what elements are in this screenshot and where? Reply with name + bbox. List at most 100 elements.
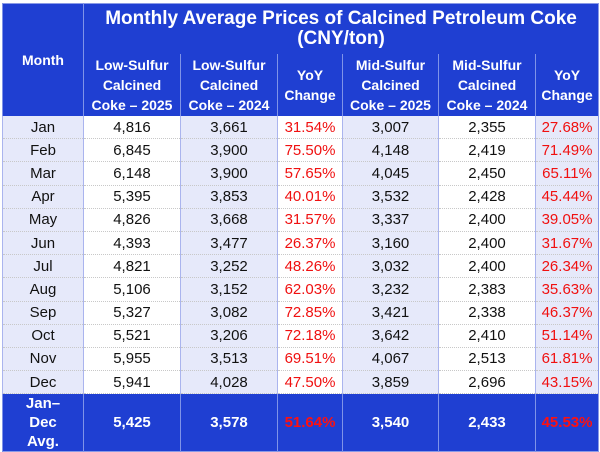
cell-ms-2024: 2,428 [438,185,536,209]
cell-ls-2025: 6,148 [83,161,181,186]
cell-month: Jul [2,254,84,279]
cell-ls-yoy: 57.65% [277,161,343,186]
cell-ls-yoy: 72.85% [277,301,343,325]
cell-ms-2024: 2,383 [438,277,536,302]
cell-month: Feb [2,138,84,163]
avg-ms-yoy: 45.53% [534,393,599,452]
cell-ms-2025: 4,148 [342,138,439,163]
header-ms-2025: Mid-Sulfur Calcined Coke – 2025 [342,54,439,116]
cell-ms-yoy: 71.49% [534,138,599,163]
cell-ms-2024: 2,410 [438,324,536,348]
cell-ls-2024: 3,206 [180,324,278,348]
cell-ms-2025: 3,532 [342,185,439,209]
cell-ls-2025: 6,845 [83,138,181,163]
table-row: Aug 5,106 3,152 62.03% 3,232 2,383 35.63% [2,277,599,302]
cell-ms-yoy: 51.14% [534,324,599,348]
cell-ms-2025: 4,067 [342,347,439,372]
cell-month: Oct [2,324,84,348]
cell-ms-yoy: 35.63% [534,277,599,302]
cell-ms-2024: 2,400 [438,208,536,232]
cell-month: Jun [2,231,84,256]
cell-ms-2025: 4,045 [342,161,439,186]
cell-ms-2024: 2,450 [438,161,536,186]
cell-month: Aug [2,277,84,302]
cell-ms-2024: 2,400 [438,254,536,279]
cell-ls-2025: 5,395 [83,185,181,209]
table-row: Dec 5,941 4,028 47.50% 3,859 2,696 43.15% [2,370,599,395]
cell-ms-2025: 3,642 [342,324,439,348]
avg-ls-2025: 5,425 [83,393,181,452]
cell-ms-2025: 3,859 [342,370,439,395]
avg-ls-2024: 3,578 [180,393,278,452]
cell-ms-2024: 2,419 [438,138,536,163]
cell-ms-2025: 3,032 [342,254,439,279]
table-row: Oct 5,521 3,206 72.18% 3,642 2,410 51.14% [2,324,599,348]
cell-ls-2025: 4,816 [83,116,181,140]
cell-ms-yoy: 65.11% [534,161,599,186]
price-table: Month Monthly Average Prices of Calcined… [2,3,600,452]
cell-ls-2024: 3,900 [180,161,278,186]
cell-ls-yoy: 48.26% [277,254,343,279]
cell-ls-2024: 3,513 [180,347,278,372]
cell-ls-2025: 4,393 [83,231,181,256]
table-row: Mar 6,148 3,900 57.65% 4,045 2,450 65.11% [2,161,599,186]
cell-ls-2024: 3,477 [180,231,278,256]
cell-ls-yoy: 47.50% [277,370,343,395]
cell-ls-2024: 3,252 [180,254,278,279]
table-row: Apr 5,395 3,853 40.01% 3,532 2,428 45.44% [2,185,599,209]
cell-ms-yoy: 46.37% [534,301,599,325]
cell-month: Apr [2,185,84,209]
cell-ls-2025: 5,955 [83,347,181,372]
cell-ls-2024: 3,900 [180,138,278,163]
table-row: Jun 4,393 3,477 26.37% 3,160 2,400 31.67% [2,231,599,256]
cell-ls-2024: 3,152 [180,277,278,302]
cell-ls-2025: 5,521 [83,324,181,348]
cell-ls-2024: 3,661 [180,116,278,140]
cell-ms-2024: 2,400 [438,231,536,256]
table-row: Jul 4,821 3,252 48.26% 3,032 2,400 26.34% [2,254,599,279]
header-ls-2025: Low-Sulfur Calcined Coke – 2025 [83,54,181,116]
avg-ms-2025: 3,540 [342,393,439,452]
cell-month: Mar [2,161,84,186]
cell-ls-2024: 3,668 [180,208,278,232]
header-ms-yoy: YoY Change [534,54,599,116]
cell-ls-yoy: 31.54% [277,116,343,140]
cell-ms-2024: 2,338 [438,301,536,325]
cell-ls-2024: 3,853 [180,185,278,209]
table-row: Jan 4,816 3,661 31.54% 3,007 2,355 27.68% [2,116,599,140]
cell-ms-2024: 2,355 [438,116,536,140]
cell-ms-2025: 3,232 [342,277,439,302]
cell-ls-yoy: 26.37% [277,231,343,256]
cell-ls-yoy: 40.01% [277,185,343,209]
avg-ms-2024: 2,433 [438,393,536,452]
cell-ls-2025: 4,821 [83,254,181,279]
table-row: May 4,826 3,668 31.57% 3,337 2,400 39.05% [2,208,599,232]
cell-ms-yoy: 39.05% [534,208,599,232]
cell-ms-yoy: 61.81% [534,347,599,372]
average-row: Jan–Dec Avg. 5,425 3,578 51.64% 3,540 2,433 45… [2,393,599,452]
cell-ls-yoy: 62.03% [277,277,343,302]
avg-ls-yoy: 51.64% [277,393,343,452]
cell-ms-2025: 3,421 [342,301,439,325]
cell-month: May [2,208,84,232]
cell-ms-yoy: 31.67% [534,231,599,256]
table-row: Sep 5,327 3,082 72.85% 3,421 2,338 46.37% [2,301,599,325]
header-ms-2024: Mid-Sulfur Calcined Coke – 2024 [438,54,536,116]
cell-ls-2024: 4,028 [180,370,278,395]
cell-month: Sep [2,301,84,325]
avg-month: Jan–Dec Avg. [2,393,84,452]
cell-ls-2025: 5,106 [83,277,181,302]
cell-ms-yoy: 43.15% [534,370,599,395]
cell-ls-2024: 3,082 [180,301,278,325]
cell-ms-yoy: 27.68% [534,116,599,140]
cell-month: Jan [2,116,84,140]
header-ls-2024: Low-Sulfur Calcined Coke – 2024 [180,54,278,116]
cell-ls-2025: 4,826 [83,208,181,232]
cell-ls-yoy: 69.51% [277,347,343,372]
table-row: Feb 6,845 3,900 75.50% 4,148 2,419 71.49% [2,138,599,163]
table-row: Nov 5,955 3,513 69.51% 4,067 2,513 61.81% [2,347,599,372]
cell-ls-2025: 5,327 [83,301,181,325]
table-title: Monthly Average Prices of Calcined Petro… [82,3,599,54]
cell-month: Nov [2,347,84,372]
cell-ms-yoy: 45.44% [534,185,599,209]
